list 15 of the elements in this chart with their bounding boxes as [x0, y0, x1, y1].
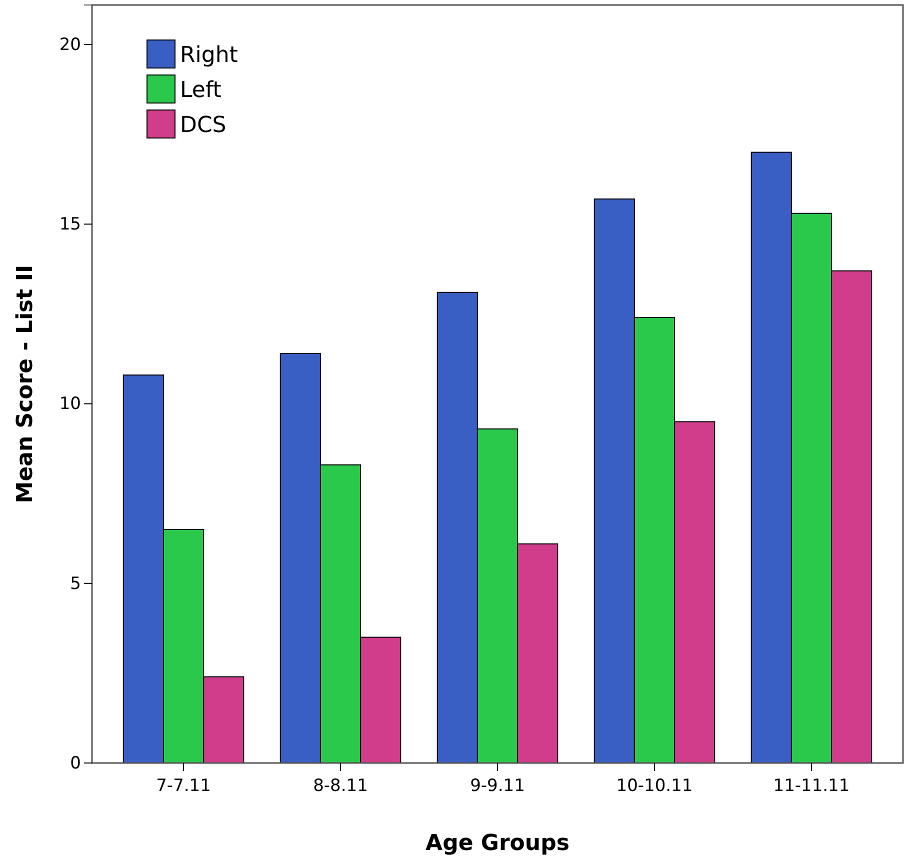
x-tick-label: 10-10.11	[616, 776, 693, 796]
legend-label: Right	[180, 43, 238, 68]
x-tick-label: 7-7.11	[156, 776, 211, 796]
x-tick-label: 9-9.11	[470, 776, 525, 796]
legend-label: Left	[180, 78, 222, 103]
x-axis-title: Age Groups	[426, 831, 570, 856]
y-tick-label: 5	[70, 574, 81, 594]
y-tick-label: 15	[59, 214, 81, 235]
y-axis-title: Mean Score - List II	[13, 264, 38, 504]
x-tick-label: 8-8.11	[313, 776, 368, 796]
y-tick-label: 0	[70, 753, 81, 774]
y-tick-label: 20	[59, 34, 81, 55]
y-tick-label: 10	[59, 394, 81, 414]
legend-label: DCS	[180, 113, 226, 138]
x-tick-label: 11-11.11	[773, 776, 850, 796]
